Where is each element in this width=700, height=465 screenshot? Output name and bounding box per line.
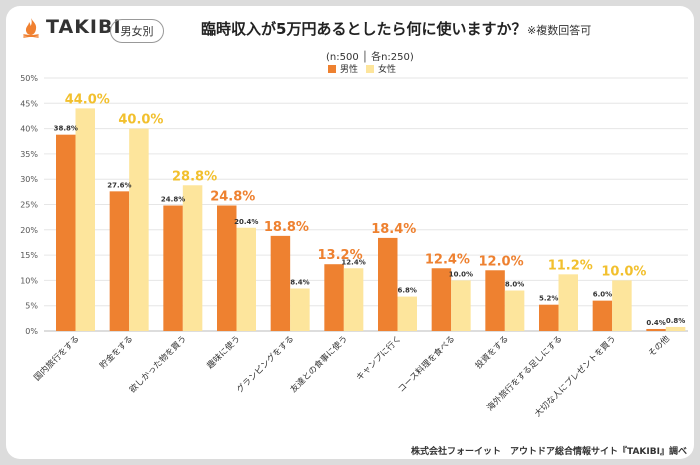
y-tick-label: 30%	[20, 175, 38, 184]
bar-female-9	[558, 274, 578, 331]
value-label-female-0: 44.0%	[65, 92, 110, 107]
y-tick-label: 20%	[20, 226, 38, 235]
bar-female-2	[182, 185, 203, 331]
value-label-female-11: 0.8%	[666, 317, 685, 325]
y-tick-label: 50%	[20, 74, 38, 83]
bar-male-1	[109, 191, 130, 331]
value-label-female-1: 40.0%	[118, 113, 163, 128]
category-label-8: 投資をする	[473, 333, 511, 371]
legend-swatch-male	[328, 64, 336, 73]
y-tick-label: 45%	[20, 99, 38, 108]
value-label-female-2: 28.8%	[172, 169, 217, 184]
value-label-female-10: 10.0%	[601, 264, 646, 279]
y-tick-label: 5%	[25, 302, 38, 311]
value-label-male-1: 27.6%	[107, 181, 131, 189]
value-label-male-5: 13.2%	[318, 248, 363, 263]
bar-female-11	[665, 326, 686, 331]
category-label-7: コース料理を食べる	[396, 333, 458, 395]
sample-size-label: (n:500 │ 各n:250)	[326, 52, 414, 63]
y-tick-label: 0%	[25, 327, 38, 336]
bar-male-0	[56, 134, 76, 331]
category-label-6: キャンプに行く	[354, 333, 404, 383]
value-label-male-7: 12.4%	[425, 252, 470, 267]
value-label-female-5: 12.4%	[341, 258, 365, 266]
legend-label-male: 男性	[340, 65, 359, 75]
value-label-female-6: 6.8%	[398, 287, 417, 295]
legend-swatch-female	[366, 64, 375, 73]
source-credit: 株式会社フォーイット アウトドア総合情報サイト『TAKIBI』調べ	[411, 447, 687, 457]
value-label-male-11: 0.4%	[646, 319, 665, 327]
value-label-female-3: 20.4%	[234, 218, 258, 226]
value-label-female-8: 8.0%	[505, 281, 524, 289]
value-label-female-7: 10.0%	[449, 270, 473, 278]
category-label-5: 友達との食事に使う	[288, 333, 350, 395]
bar-male-6	[378, 237, 398, 331]
bar-male-10	[592, 300, 613, 331]
multiple-answer-note: ※複数回答可	[527, 24, 592, 37]
bar-female-4	[290, 288, 310, 331]
category-label-3: 趣味に使う	[205, 333, 243, 371]
legend-label-female: 女性	[378, 65, 397, 75]
value-label-male-8: 12.0%	[479, 254, 524, 269]
value-label-female-4: 8.4%	[290, 278, 309, 286]
bar-female-5	[343, 268, 364, 331]
bar-female-0	[75, 108, 95, 331]
value-label-male-10: 6.0%	[593, 291, 612, 299]
y-tick-label: 15%	[20, 251, 38, 260]
takibi-logo: TAKIBI	[20, 16, 122, 38]
chart-card: TAKIBI 男女別 臨時収入が5万円あるとしたら何に使いますか？ ※複数回答可…	[6, 6, 694, 459]
value-label-male-9: 5.2%	[539, 295, 558, 303]
value-label-male-0: 38.8%	[54, 125, 78, 133]
bar-female-8	[504, 290, 525, 331]
bar-female-6	[397, 296, 417, 331]
value-label-male-4: 18.8%	[264, 220, 309, 235]
category-label-1: 貯金をする	[97, 333, 135, 371]
logo-text: TAKIBI	[46, 16, 122, 38]
bar-male-8	[485, 270, 505, 331]
value-label-male-3: 24.8%	[210, 190, 255, 205]
value-label-male-2: 24.8%	[161, 196, 185, 204]
bar-female-1	[129, 128, 149, 331]
bar-female-3	[236, 227, 256, 331]
bar-female-7	[451, 280, 471, 331]
bar-male-9	[539, 304, 559, 331]
value-label-male-6: 18.4%	[371, 222, 416, 237]
flame-icon	[23, 18, 39, 38]
value-label-female-9: 11.2%	[548, 258, 593, 273]
bar-female-10	[612, 280, 632, 331]
y-tick-label: 35%	[20, 150, 38, 159]
bar-male-11	[646, 328, 666, 331]
bar-male-3	[217, 205, 237, 331]
category-label-11: その他	[646, 333, 672, 359]
chart-title: 臨時収入が5万円あるとしたら何に使いますか？	[201, 20, 527, 38]
bar-male-2	[163, 205, 183, 331]
bar-chart: 0% 5% 10% 15% 20% 25% 30% 35% 40% 45% 50% 38.8% 44.0…	[20, 74, 688, 419]
category-label-2: 欲しかった物を買う	[127, 333, 189, 395]
legend: 男性 女性	[328, 62, 396, 75]
gender-badge: 男女別	[110, 19, 164, 43]
bar-male-5	[324, 264, 344, 331]
y-tick-label: 40%	[20, 125, 38, 134]
y-tick-label: 10%	[20, 276, 38, 285]
category-label-0: 国内旅行をする	[32, 333, 82, 383]
bar-male-4	[270, 235, 291, 331]
bar-male-7	[431, 268, 452, 331]
category-label-4: グランピングをする	[234, 333, 296, 395]
y-tick-label: 25%	[20, 201, 38, 210]
